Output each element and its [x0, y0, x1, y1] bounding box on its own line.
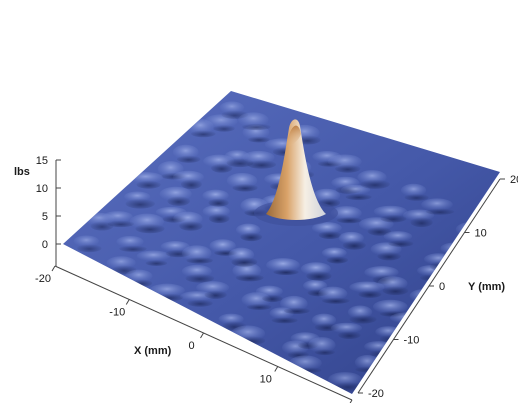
x-tick-label: -10	[109, 307, 125, 319]
y-tick-label: -20	[368, 388, 384, 400]
x-axis-label: X (mm)	[134, 345, 172, 357]
surface-peak	[254, 119, 338, 226]
y-tick-label: -10	[404, 335, 420, 347]
y-axis-label: Y (mm)	[468, 281, 505, 293]
z-tick-label: 5	[42, 211, 48, 223]
y-tick-label: 10	[475, 228, 487, 240]
y-tick-label: 20	[510, 174, 518, 186]
z-axis-label: lbs	[14, 166, 30, 178]
x-tick-mark	[200, 332, 204, 339]
z-tick-label: 0	[42, 239, 48, 251]
x-tick-mark	[125, 299, 130, 305]
x-tick-mark	[51, 265, 56, 272]
x-tick-mark	[274, 366, 279, 372]
y-tick-label: 0	[439, 281, 445, 293]
x-tick-label: -20	[35, 273, 51, 285]
z-tick-label: 15	[36, 155, 48, 167]
x-tick-label: 0	[188, 340, 194, 352]
x-tick-label: 10	[260, 374, 272, 386]
z-tick-label: 10	[36, 183, 48, 195]
